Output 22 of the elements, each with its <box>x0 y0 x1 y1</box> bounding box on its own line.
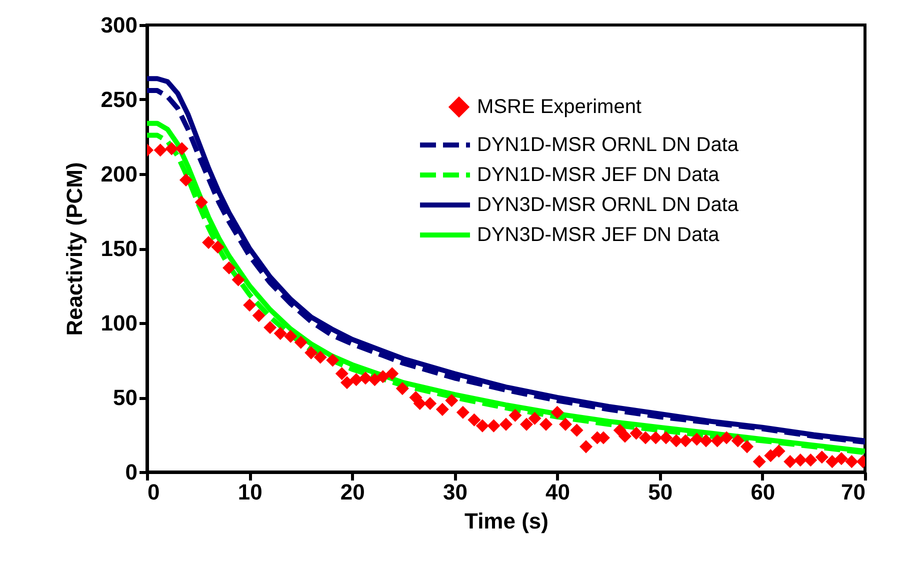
x-tick-label: 0 <box>148 480 160 504</box>
x-tick-label: 50 <box>648 480 673 504</box>
y-tick-label: 200 <box>100 162 138 186</box>
legend-label: DYN3D-MSR ORNL DN Data <box>477 194 740 216</box>
legend-label: MSRE Experiment <box>477 96 642 118</box>
y-tick-label: 100 <box>100 310 138 336</box>
y-tick-label: 250 <box>100 87 138 112</box>
x-tick-label: 40 <box>546 480 570 504</box>
x-axis-title: Time (s) <box>464 508 548 534</box>
y-tick-label: 50 <box>113 385 138 410</box>
x-tick-label: 30 <box>442 480 468 504</box>
y-tick-label: 300 <box>100 12 138 38</box>
y-tick-label: 0 <box>125 460 138 484</box>
y-axis-title: Reactivity (PCM) <box>62 162 87 336</box>
y-tick-label: 150 <box>100 236 138 261</box>
x-tick-label: 60 <box>750 480 776 504</box>
x-tick-label: 20 <box>340 480 365 504</box>
x-tick-label: 70 <box>841 480 866 504</box>
legend-label: DYN1D-MSR ORNL DN Data <box>477 134 740 156</box>
x-tick-label: 10 <box>238 480 262 504</box>
legend-label: DYN1D-MSR JEF DN Data <box>477 164 720 186</box>
legend-label: DYN3D-MSR JEF DN Data <box>477 224 720 246</box>
